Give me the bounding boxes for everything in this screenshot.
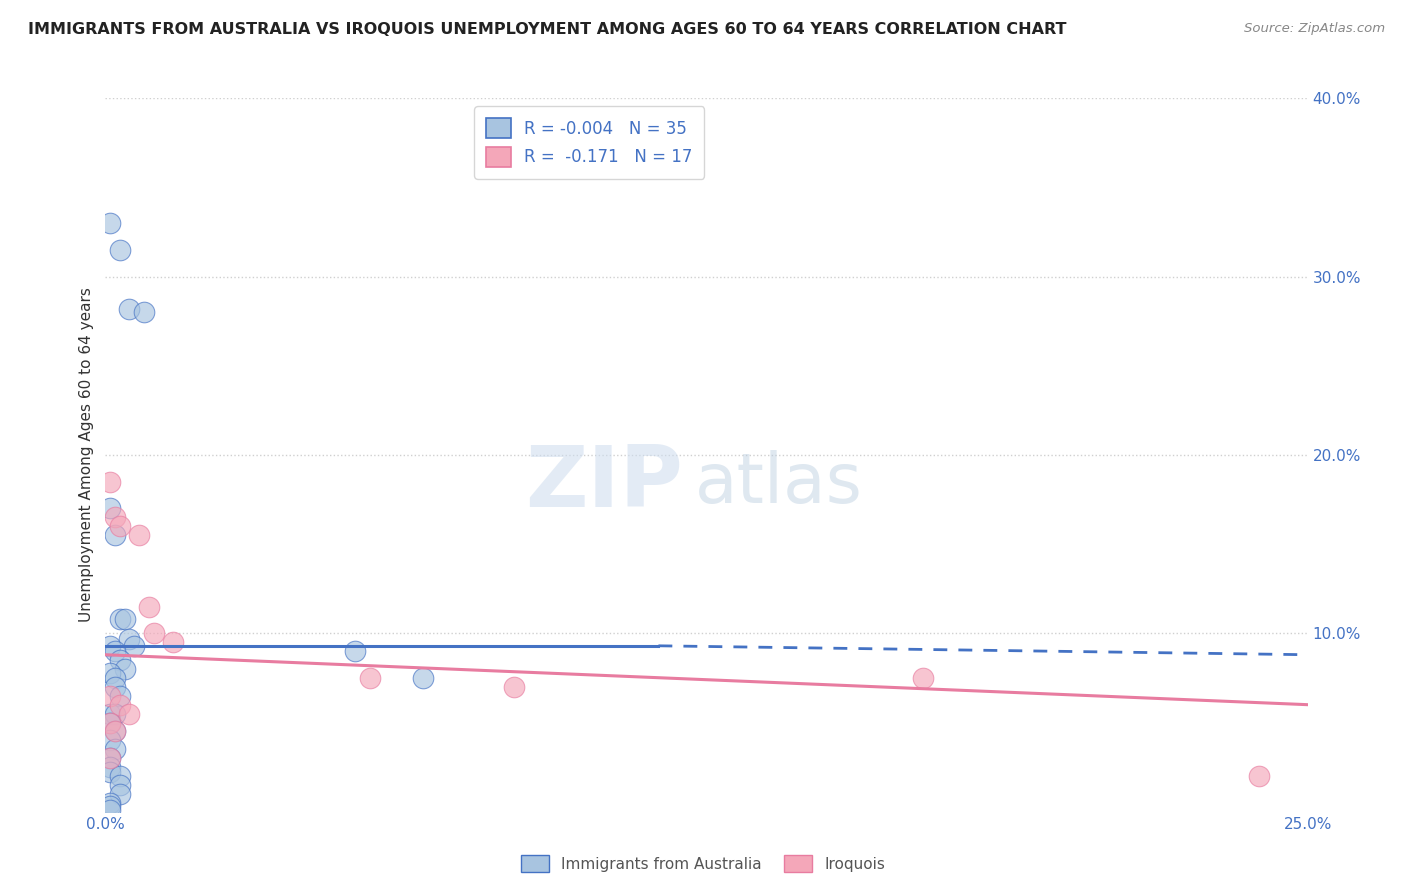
Point: [108, 787, 131, 801]
Point: [104, 680, 127, 694]
Point: [98, 665, 121, 680]
Point: [118, 706, 141, 721]
Point: [108, 243, 131, 257]
Point: [108, 519, 131, 533]
Point: [98, 765, 121, 780]
Point: [104, 724, 127, 739]
Point: [118, 632, 141, 646]
Point: [108, 689, 131, 703]
Point: [104, 510, 127, 524]
Text: IMMIGRANTS FROM AUSTRALIA VS IROQUOIS UNEMPLOYMENT AMONG AGES 60 TO 64 YEARS COR: IMMIGRANTS FROM AUSTRALIA VS IROQUOIS UN…: [28, 22, 1067, 37]
Point: [114, 612, 136, 626]
Point: [98, 689, 121, 703]
Point: [132, 305, 155, 319]
Point: [98, 760, 121, 774]
Point: [128, 528, 150, 542]
Legend: R = -0.004   N = 35, R =  -0.171   N = 17: R = -0.004 N = 35, R = -0.171 N = 17: [474, 106, 704, 178]
Point: [142, 626, 165, 640]
Point: [104, 706, 127, 721]
Point: [359, 671, 381, 685]
Point: [114, 662, 136, 676]
Point: [98, 639, 121, 653]
Point: [108, 698, 131, 712]
Point: [412, 671, 434, 685]
Point: [1249, 769, 1271, 783]
Point: [108, 769, 131, 783]
Point: [98, 733, 121, 747]
Point: [108, 778, 131, 792]
Legend: Immigrants from Australia, Iroquois: Immigrants from Australia, Iroquois: [513, 847, 893, 880]
Point: [124, 639, 146, 653]
Point: [98, 216, 121, 230]
Point: [98, 715, 121, 730]
Point: [98, 751, 121, 765]
Point: [108, 612, 131, 626]
Point: [98, 799, 121, 814]
Point: [118, 301, 141, 316]
Point: [344, 644, 367, 658]
Point: [98, 475, 121, 489]
Point: [162, 635, 184, 649]
Point: [98, 751, 121, 765]
Text: atlas: atlas: [695, 450, 862, 517]
Y-axis label: Unemployment Among Ages 60 to 64 years: Unemployment Among Ages 60 to 64 years: [79, 287, 94, 623]
Point: [503, 680, 526, 694]
Point: [98, 803, 121, 817]
Point: [104, 724, 127, 739]
Point: [98, 706, 121, 721]
Point: [98, 715, 121, 730]
Text: ZIP: ZIP: [524, 442, 682, 525]
Point: [98, 796, 121, 810]
Point: [104, 528, 127, 542]
Point: [98, 501, 121, 516]
Point: [138, 599, 160, 614]
Point: [108, 653, 131, 667]
Point: [104, 644, 127, 658]
Point: [104, 742, 127, 756]
Point: [104, 671, 127, 685]
Text: Source: ZipAtlas.com: Source: ZipAtlas.com: [1244, 22, 1385, 36]
Point: [911, 671, 934, 685]
